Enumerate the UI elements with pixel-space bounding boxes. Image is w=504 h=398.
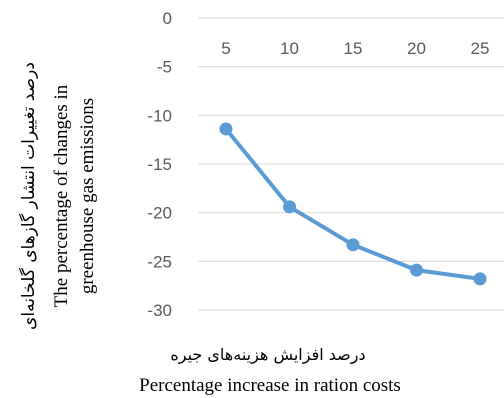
y-tick-label: -5 [157, 58, 172, 77]
y-axis-label-english-line2: greenhouse gas emissions [77, 98, 98, 294]
data-point [410, 263, 423, 277]
x-tick-label: 15 [344, 39, 363, 58]
y-tick-label: 0 [163, 9, 172, 28]
y-axis-label-persian: درصد تغییرات انتشار گازهای گلخانه‌ای [18, 62, 39, 330]
data-point [473, 272, 487, 286]
y-axis-label-english-line1: The percentage of changes in [51, 84, 72, 307]
data-point [219, 122, 233, 136]
gridlines [198, 17, 504, 311]
y-tick-label: -25 [147, 252, 172, 271]
y-tick-label: -10 [147, 106, 172, 125]
x-tick-labels: 5 10 15 20 25 [221, 39, 489, 58]
data-point [283, 200, 296, 214]
y-tick-label: -15 [147, 155, 172, 174]
series-line [219, 122, 487, 286]
x-tick-label: 10 [280, 39, 299, 58]
y-tick-label: -20 [147, 204, 172, 223]
y-tick-label: -30 [147, 301, 172, 320]
series-polyline [224, 126, 482, 281]
x-tick-label: 20 [407, 39, 426, 58]
x-axis-label-persian: درصد افزایش هزینه‌های جیره [170, 345, 365, 365]
x-tick-label: 5 [221, 39, 230, 58]
data-point [346, 238, 360, 252]
x-tick-label: 25 [471, 39, 490, 58]
x-axis-label-english: Percentage increase in ration costs [139, 375, 401, 396]
y-tick-labels: 0 -5 -10 -15 -20 -25 -30 [147, 9, 172, 320]
